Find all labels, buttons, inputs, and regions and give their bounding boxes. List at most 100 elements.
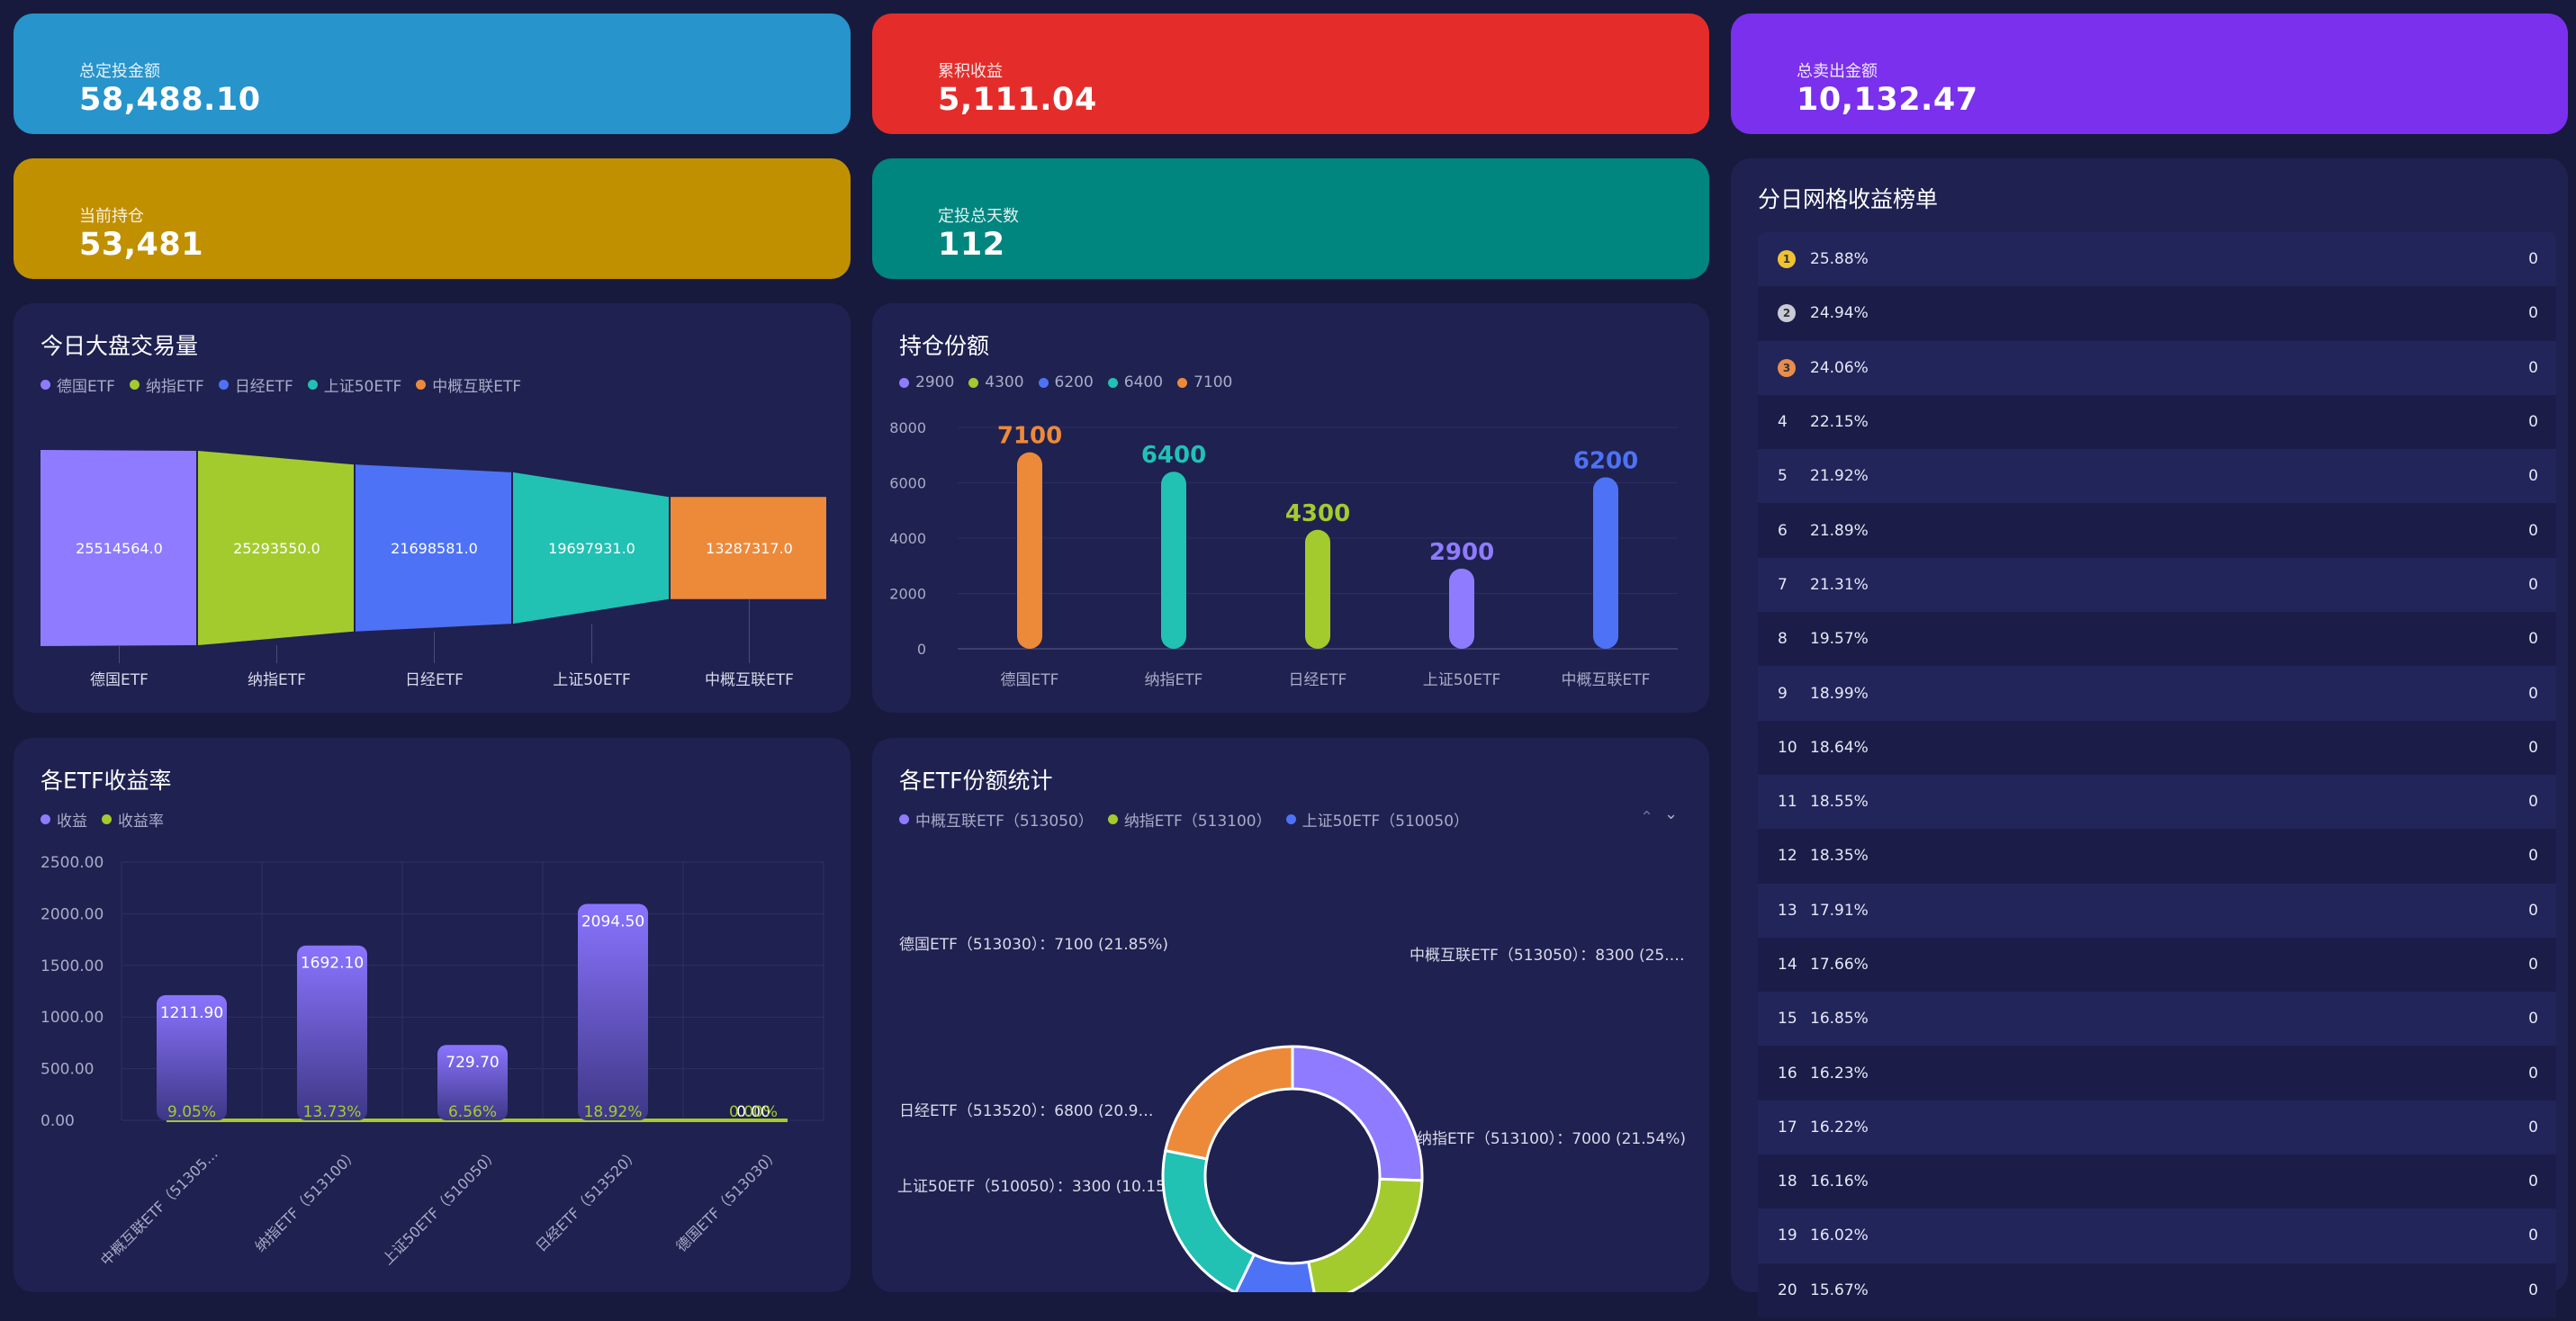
- ranking-row[interactable]: 5 21.92% 0: [1758, 449, 2556, 504]
- panel-title: 各ETF收益率: [41, 768, 172, 794]
- stat-value: 112: [938, 227, 1005, 263]
- rank-number: 11: [1778, 793, 1797, 812]
- stat-card-current-holding: 当前持仓 53,481: [14, 158, 851, 279]
- holdings-bar[interactable]: [1305, 529, 1330, 649]
- legend-label: 2900: [915, 373, 955, 391]
- legend-marker: [41, 380, 50, 390]
- donut-slice[interactable]: [1164, 1045, 1294, 1161]
- return-bar[interactable]: [437, 1045, 508, 1120]
- legend-item[interactable]: 中概互联ETF: [416, 373, 521, 396]
- legend-item[interactable]: 6200: [1038, 373, 1094, 391]
- legend-page-down-icon[interactable]: ⌄: [1664, 804, 1679, 823]
- donut-slice[interactable]: [1234, 1253, 1316, 1292]
- rank-number: 9: [1778, 684, 1788, 703]
- rank-percent: 18.55%: [1810, 793, 1869, 812]
- funnel-category-label: 德国ETF: [90, 671, 149, 689]
- legend-item[interactable]: 中概互联ETF（513050）: [899, 808, 1094, 831]
- funnel-chart: 25514564.0 德国ETF 25293550.0 纳指ETF 21698581.0…: [41, 450, 826, 689]
- ranking-row[interactable]: 8 19.57% 0: [1758, 612, 2556, 667]
- chart-legend[interactable]: 德国ETF 纳指ETF 日经ETF 上证50ETF 中概互联ETF: [41, 373, 521, 396]
- donut-slice[interactable]: [1306, 1177, 1424, 1292]
- rank-amount: 0: [2528, 467, 2538, 486]
- funnel-segment[interactable]: [671, 497, 826, 599]
- ranking-row[interactable]: 13 17.91% 0: [1758, 883, 2556, 938]
- y-tick-label: 6000: [889, 475, 926, 492]
- chart-legend[interactable]: 中概互联ETF（513050） 纳指ETF（513100） 上证50ETF（5100…: [899, 808, 1469, 831]
- legend-item[interactable]: 上证50ETF（510050）: [1285, 808, 1469, 831]
- rank-percent: 16.23%: [1810, 1064, 1869, 1083]
- return-bar[interactable]: [157, 994, 227, 1120]
- holdings-bar[interactable]: [1161, 472, 1186, 649]
- ranking-row[interactable]: 9 18.99% 0: [1758, 666, 2556, 721]
- y-tick-label: 0.00: [41, 1112, 75, 1130]
- ranking-row[interactable]: 15 16.85% 0: [1758, 992, 2556, 1047]
- panel-title: 各ETF份额统计: [899, 768, 1053, 794]
- legend-item[interactable]: 纳指ETF（513100）: [1107, 808, 1272, 831]
- holdings-bar[interactable]: [1449, 568, 1474, 649]
- holdings-bar[interactable]: [1593, 477, 1618, 649]
- legend-label: 纳指ETF（513100）: [1123, 813, 1272, 831]
- ranking-row[interactable]: 17 16.22% 0: [1758, 1100, 2556, 1155]
- ranking-row[interactable]: 7 21.31% 0: [1758, 557, 2556, 613]
- ranking-list[interactable]: 1 25.88% 0 2 24.94% 0 3 24.06% 0 4 22.15% 0 5 21.92% 0…: [1758, 232, 2556, 1321]
- legend-marker: [218, 380, 229, 390]
- legend-item[interactable]: 4300: [968, 373, 1024, 391]
- ranking-row[interactable]: 4 22.15% 0: [1758, 394, 2556, 450]
- funnel-segment[interactable]: [198, 450, 354, 646]
- x-tick-label: 德国ETF（513030）: [672, 1145, 782, 1254]
- volume-panel: 今日大盘交易量 德国ETF 纳指ETF 日经ETF 上证50ETF 中概互联ETF 25…: [14, 303, 851, 713]
- funnel-segment[interactable]: [356, 464, 511, 632]
- rank-percent: 22.15%: [1810, 413, 1869, 432]
- rate-value-label: 13.73%: [303, 1103, 362, 1121]
- chart-legend[interactable]: 2900 4300 6200 6400 7100: [899, 373, 1232, 391]
- y-tick-label: 2000.00: [41, 905, 104, 923]
- ranking-row[interactable]: 11 18.55% 0: [1758, 774, 2556, 830]
- legend-marker: [1285, 814, 1296, 824]
- rank-number: 5: [1778, 467, 1788, 486]
- ranking-row[interactable]: 14 17.66% 0: [1758, 937, 2556, 993]
- ranking-row[interactable]: 20 15.67% 0: [1758, 1263, 2556, 1317]
- chart-legend[interactable]: 收益 收益率: [41, 808, 164, 831]
- legend-item[interactable]: 6400: [1107, 373, 1163, 391]
- ranking-row[interactable]: 16 16.23% 0: [1758, 1046, 2556, 1101]
- legend-item[interactable]: 纳指ETF: [129, 373, 204, 396]
- donut-slice[interactable]: [1161, 1148, 1256, 1292]
- legend-item[interactable]: 收益: [41, 808, 87, 831]
- ranking-row[interactable]: 6 21.89% 0: [1758, 503, 2556, 558]
- ranking-row[interactable]: 18 16.16% 0: [1758, 1155, 2556, 1209]
- rank-percent: 17.66%: [1810, 956, 1869, 974]
- x-tick-label: 中概互联ETF（51305…: [97, 1145, 221, 1269]
- rank-percent: 18.35%: [1810, 847, 1869, 866]
- rank-percent: 16.02%: [1810, 1227, 1869, 1245]
- legend-item[interactable]: 收益率: [102, 808, 164, 831]
- legend-item[interactable]: 上证50ETF: [307, 373, 401, 396]
- ranking-row[interactable]: 12 18.35% 0: [1758, 829, 2556, 884]
- slice-label: 中概互联ETF（513050）：8300 (25.…: [1410, 947, 1685, 965]
- stat-label: 累积收益: [938, 62, 1003, 81]
- rank-amount: 0: [2528, 358, 2538, 377]
- rank-number: 18: [1778, 1173, 1797, 1191]
- ranking-row[interactable]: 10 18.64% 0: [1758, 720, 2556, 775]
- ranking-row[interactable]: 2 24.94% 0: [1758, 286, 2556, 341]
- rank-number: 12: [1778, 847, 1797, 866]
- legend-item[interactable]: 日经ETF: [218, 373, 293, 396]
- legend-item[interactable]: 德国ETF: [41, 373, 115, 396]
- funnel-segment[interactable]: [513, 472, 669, 625]
- ranking-row[interactable]: 3 24.06% 0: [1758, 340, 2556, 395]
- holdings-bar[interactable]: [1017, 452, 1042, 649]
- legend-marker: [129, 380, 140, 390]
- legend-label: 中概互联ETF: [432, 378, 522, 396]
- legend-item[interactable]: 7100: [1177, 373, 1232, 391]
- rank-amount: 0: [2528, 1118, 2538, 1137]
- donut-slice[interactable]: [1291, 1045, 1424, 1182]
- rank-percent: 19.57%: [1810, 630, 1869, 649]
- legend-page-up-icon[interactable]: ⌃: [1640, 808, 1654, 827]
- ranking-row[interactable]: 19 16.02% 0: [1758, 1209, 2556, 1263]
- legend-item[interactable]: 2900: [899, 373, 954, 391]
- ranking-row[interactable]: 1 25.88% 0: [1758, 232, 2556, 287]
- return-bar[interactable]: [297, 945, 367, 1120]
- return-bar[interactable]: [578, 903, 648, 1120]
- legend-label: 日经ETF: [234, 378, 293, 396]
- funnel-segment[interactable]: [41, 450, 196, 646]
- funnel-category-label: 纳指ETF: [248, 671, 306, 689]
